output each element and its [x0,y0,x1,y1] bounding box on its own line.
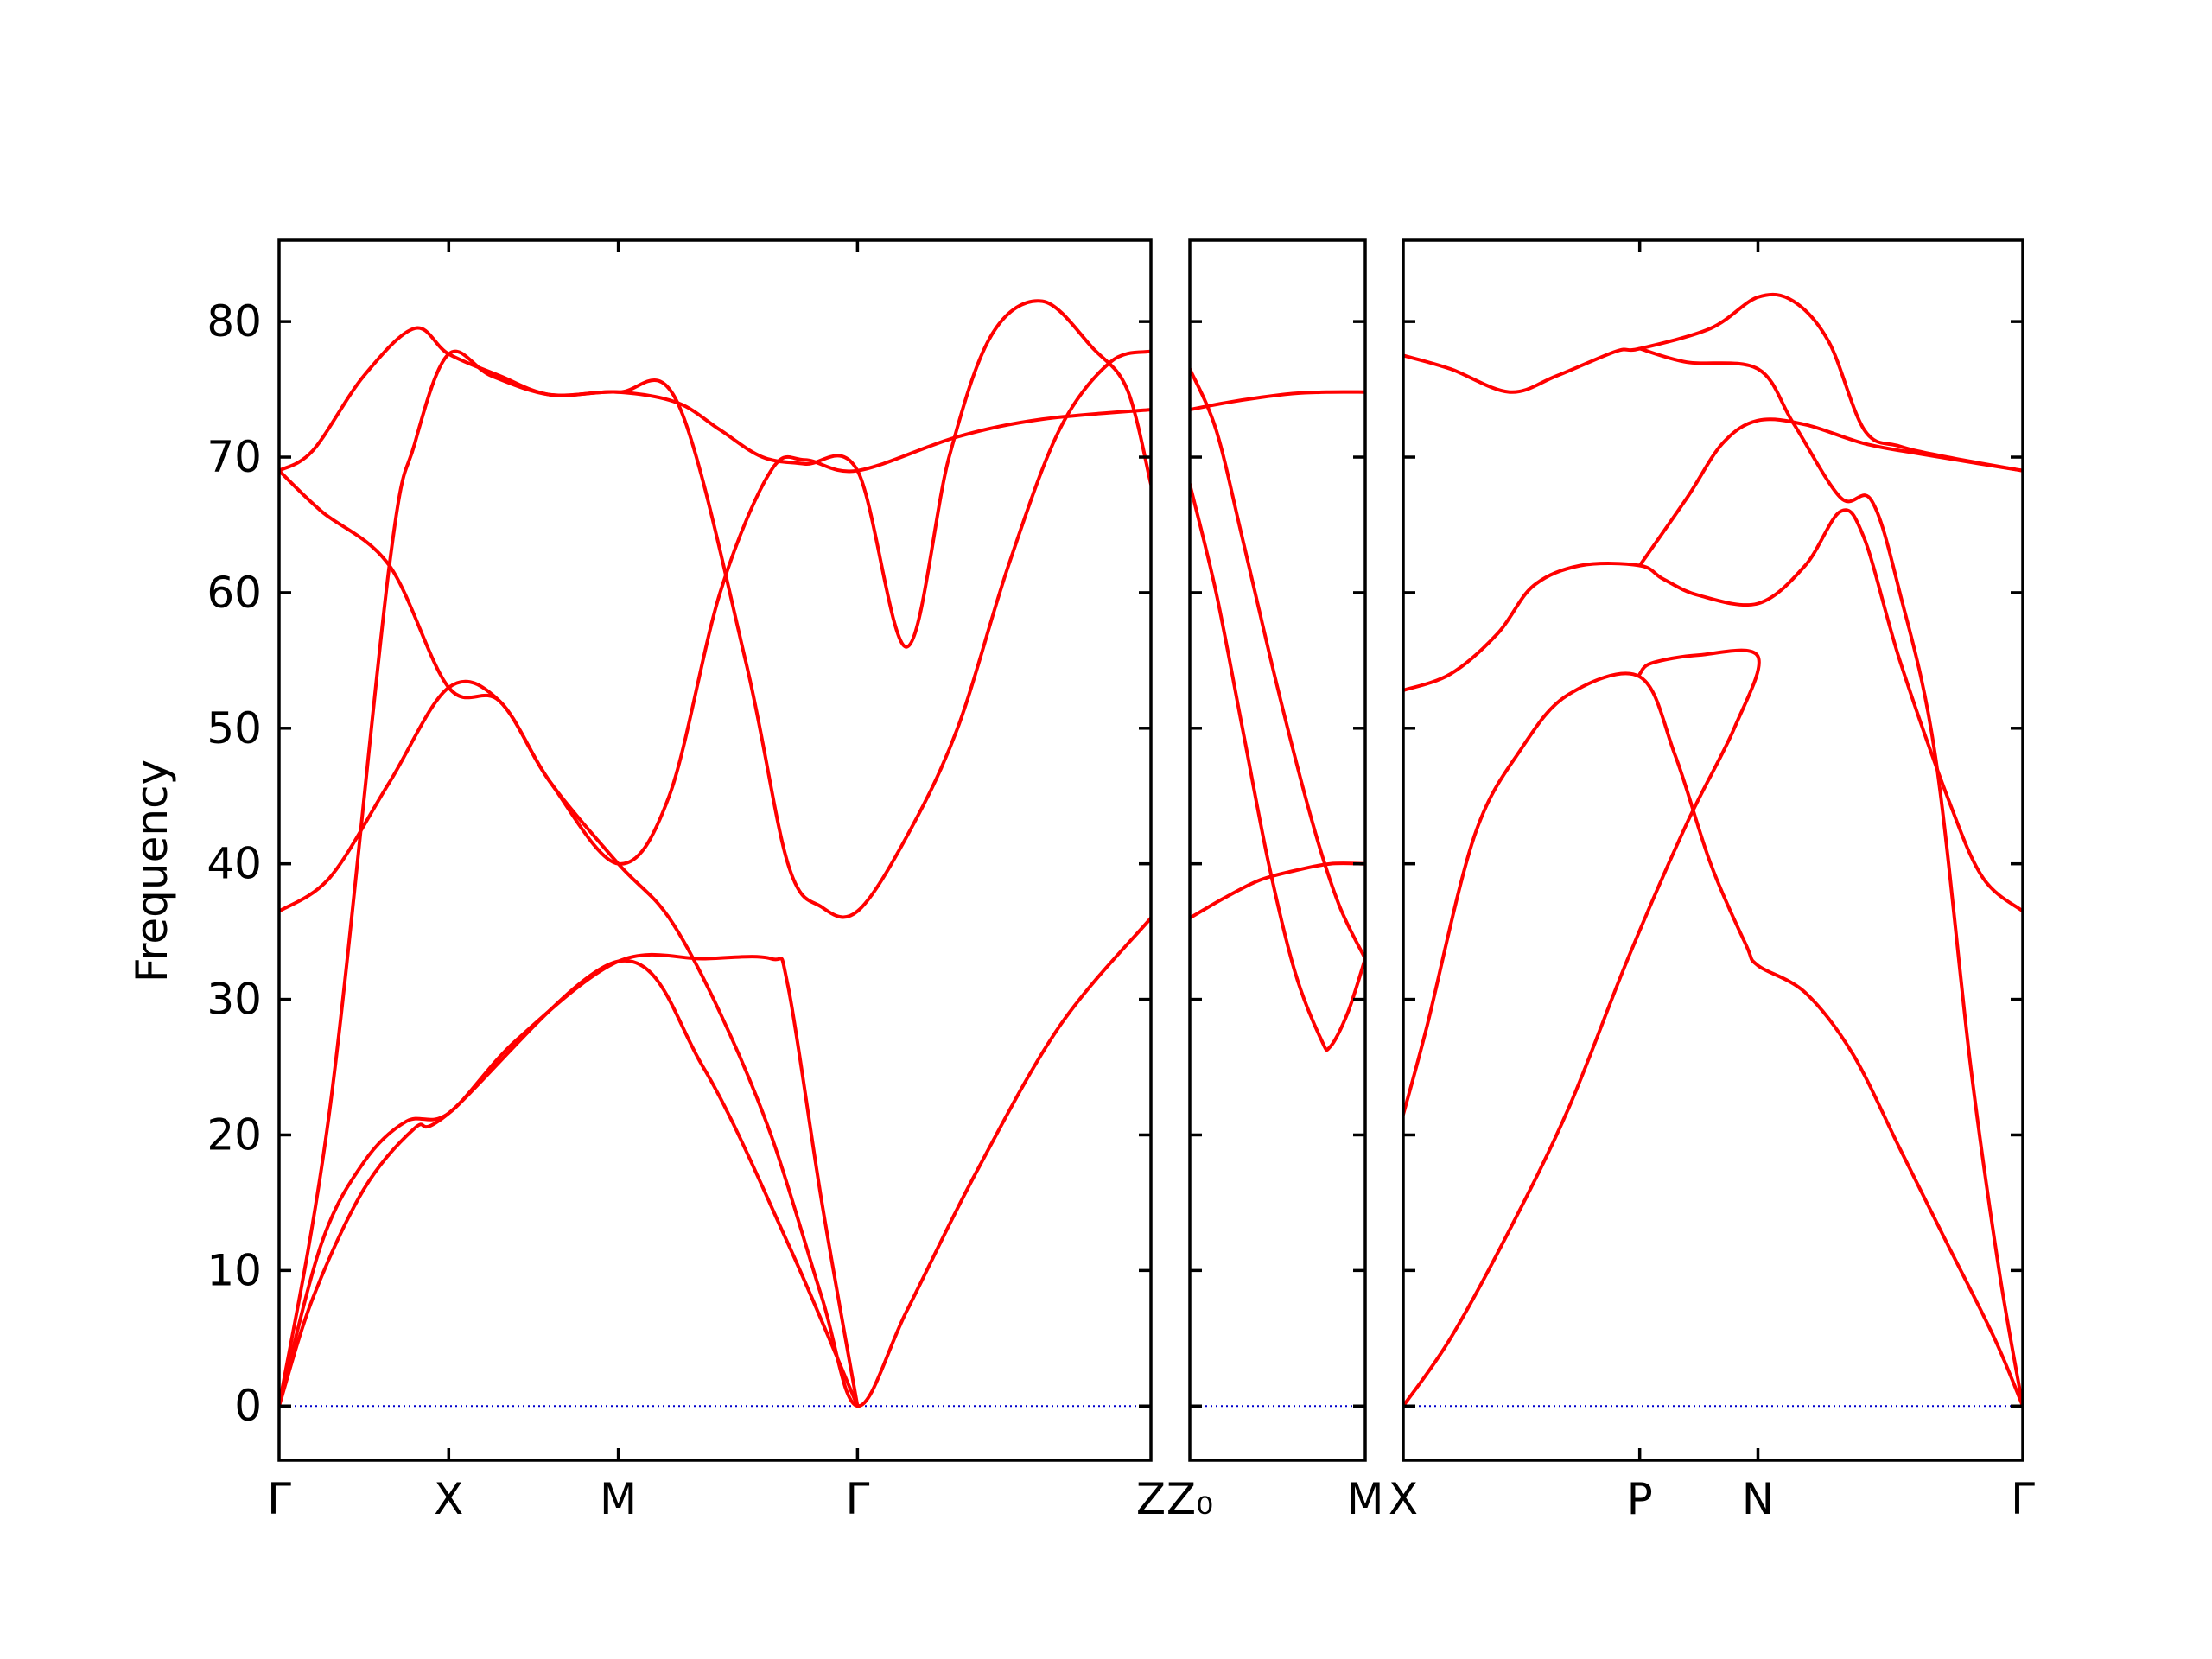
band-line-1 [279,952,860,1408]
band-line-2 [279,958,860,1408]
y-tick-label: 80 [207,296,262,346]
x-tick-label: Γ [845,1474,869,1524]
y-tick-label: 10 [207,1245,262,1295]
y-axis-label: Frequency [127,760,177,982]
band-line-2 [1403,508,2023,913]
x-tick-label: Z [1136,1474,1166,1524]
band-line-5 [1637,417,2023,568]
band-group [279,299,1151,1408]
y-tick-label: 60 [207,568,262,618]
x-tick-label: Γ [267,1474,291,1524]
x-tick-label: X [1389,1474,1418,1524]
band-group [1190,367,1365,1052]
y-tick-label: 50 [207,703,262,753]
band-line-1 [1190,861,1365,920]
band-line-5 [279,468,1151,1408]
band-line-3 [1190,367,1365,961]
band-line-4 [1190,390,1365,412]
band-line-3 [279,349,1151,1408]
band-line-4 [279,408,1151,913]
band-line-3 [1403,292,2023,473]
x-tick-label: M [600,1474,637,1524]
panel-2: Z₀ M [1166,238,1384,1524]
band-line-1 [1403,671,2023,1408]
y-tick-label: 20 [207,1109,262,1160]
band-group [1403,292,2023,1408]
x-tick-label: Z₀ [1166,1474,1213,1524]
panel-frame [1402,238,2024,1462]
panel-frame [1188,238,1367,1462]
band-line-2 [1190,482,1365,1052]
panel-frame [277,238,1153,1462]
band-line-6 [279,299,1151,649]
panel-1: 0 10 20 30 40 50 60 70 80 Γ X M Γ Z [207,238,1166,1524]
y-tick-label: 30 [207,975,262,1025]
x-tick-label: N [1742,1474,1774,1524]
band-line-4 [1403,648,1761,1408]
x-tick-label: P [1627,1474,1653,1524]
x-tick-label: M [1346,1474,1383,1524]
x-tick-label: Γ [2011,1474,2035,1524]
y-tick-label: 0 [234,1381,262,1431]
x-tick-label: X [434,1474,463,1524]
band-line-6 [1637,346,2023,1408]
y-tick-label: 40 [207,839,262,889]
y-tick-label: 70 [207,432,262,482]
